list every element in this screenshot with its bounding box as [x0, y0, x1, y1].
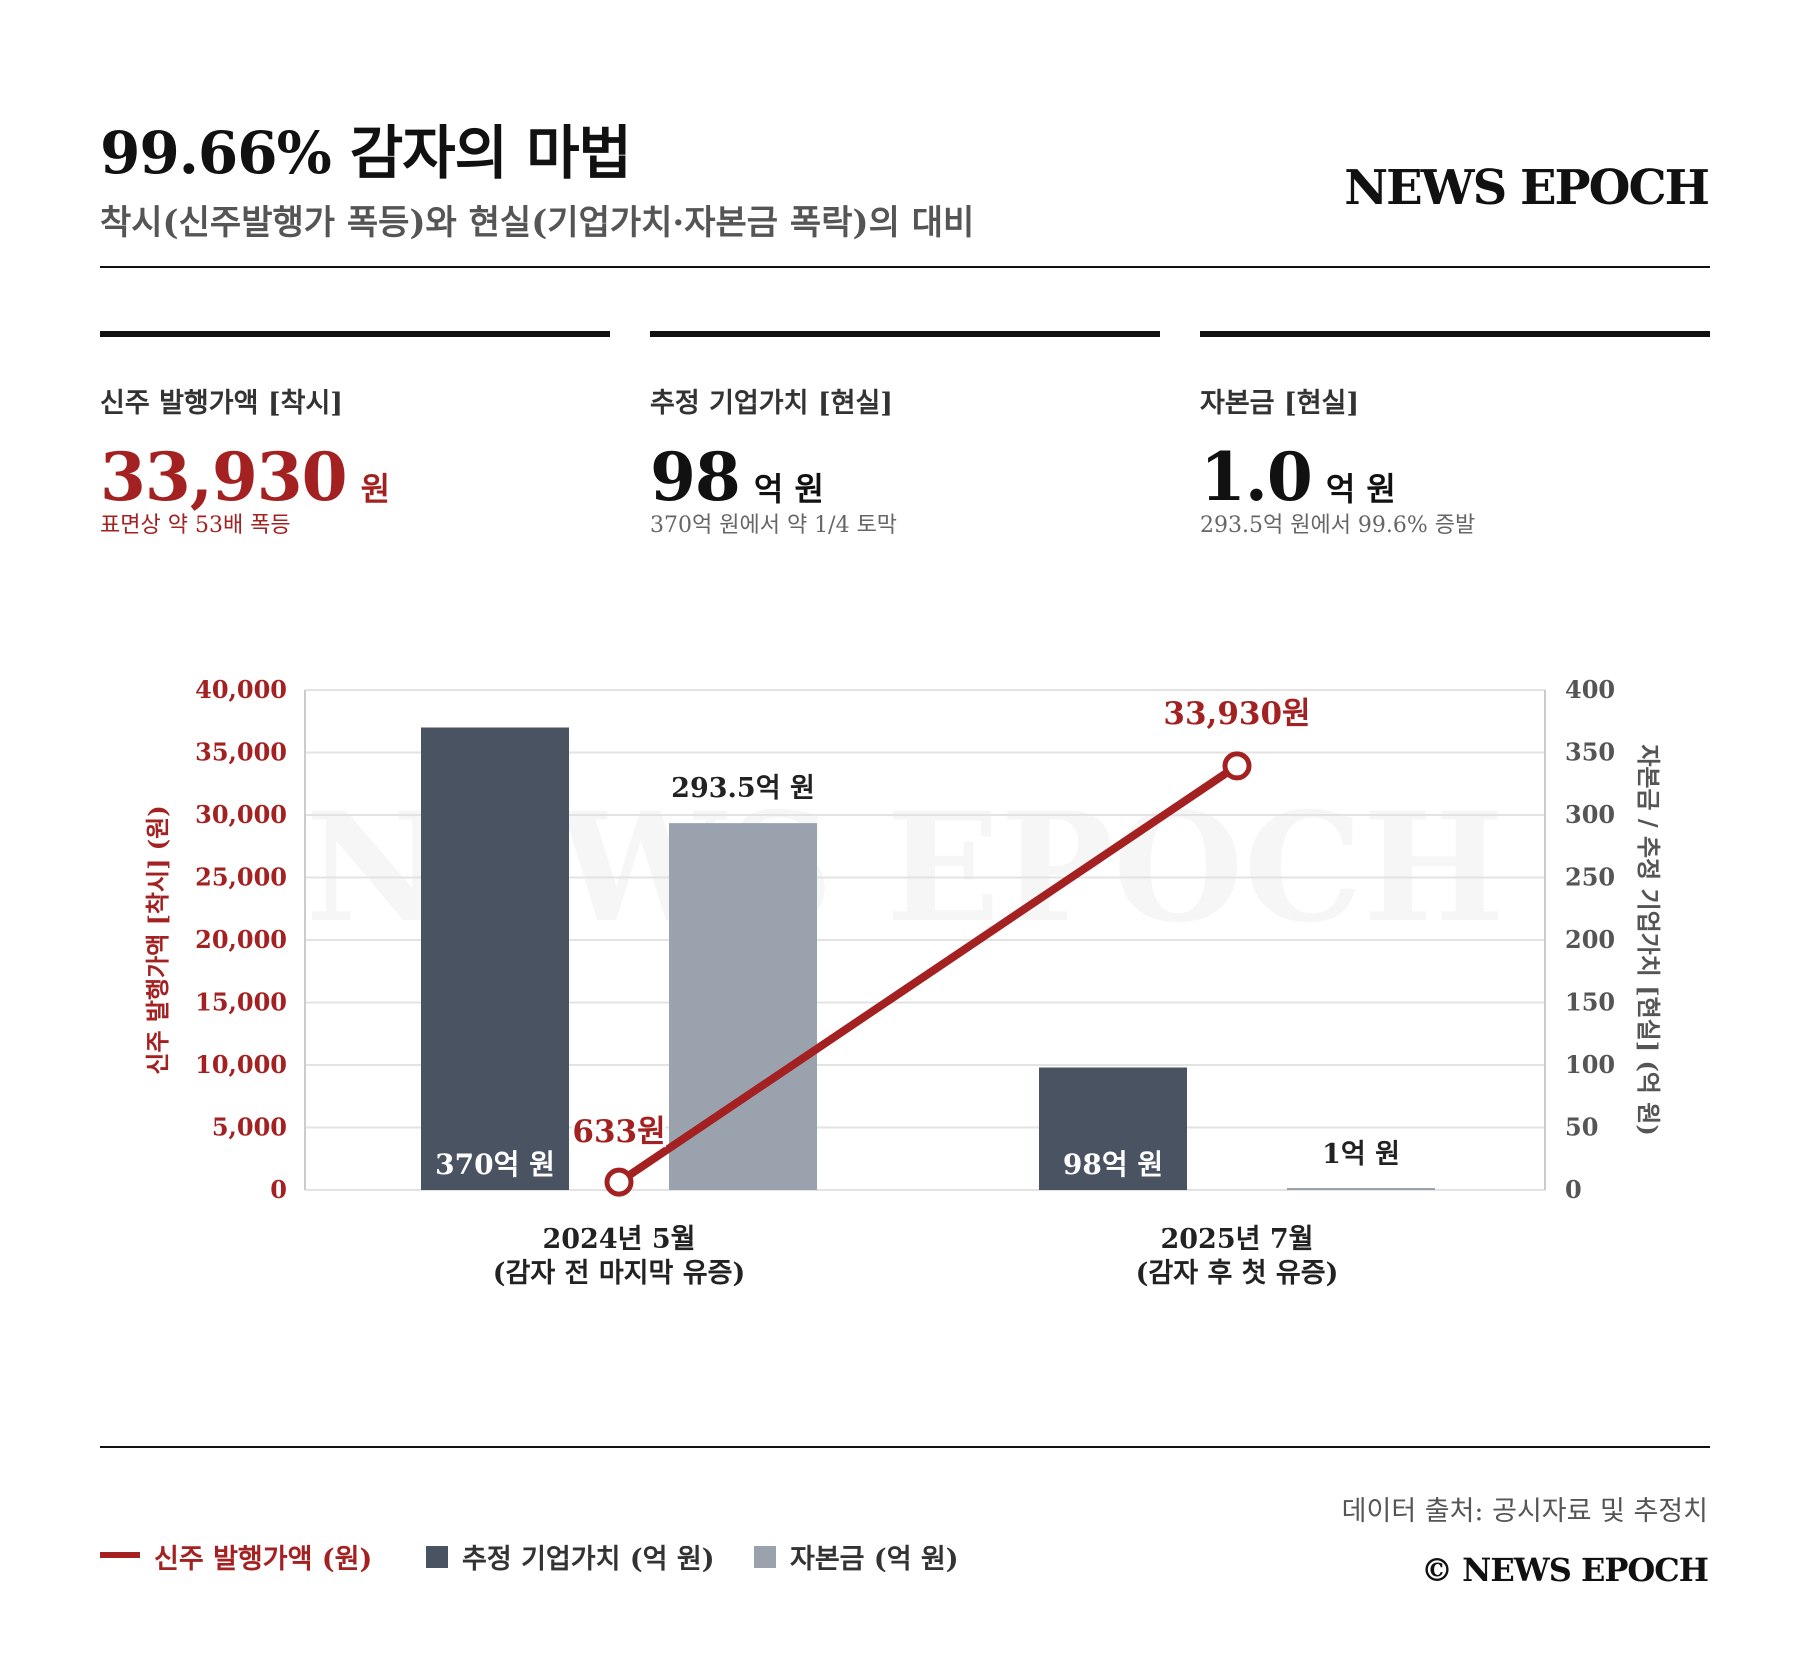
bar-value-label: 98억 원: [1063, 1148, 1163, 1181]
x-category-label: (감자 후 첫 유증): [1136, 1258, 1339, 1289]
y-right-tick-label: 350: [1565, 738, 1615, 767]
kpi-number: 33,930: [100, 438, 348, 516]
line-point-label: 33,930원: [1163, 696, 1310, 732]
issue-price-point: [604, 1167, 634, 1197]
kpi-value-valuation: 98 억 원: [650, 444, 824, 510]
header-divider: [100, 266, 1710, 268]
footer-divider: [100, 1446, 1710, 1448]
kpi-label-valuation: 추정 기업가치 [현실]: [650, 388, 894, 419]
y-left-tick-label: 20,000: [195, 925, 287, 954]
kpi-rule-3: [1200, 331, 1710, 337]
kpi-rule-2: [650, 331, 1160, 337]
y-right-tick-label: 50: [1565, 1113, 1598, 1142]
legend-dark-swatch: [426, 1546, 448, 1568]
y-right-tick-label: 250: [1565, 863, 1615, 892]
legend-item-capital: 자본금 (억 원): [754, 1546, 959, 1573]
kpi-number: 98: [650, 438, 741, 516]
x-category-label: 2024년 5월: [542, 1224, 695, 1255]
y-right-tick-label: 300: [1565, 800, 1615, 829]
y-left-tick-label: 30,000: [195, 800, 287, 829]
kpi-unit: 억 원: [753, 470, 824, 508]
capital-bar: [1287, 1188, 1435, 1190]
copyright: © NEWS EPOCH: [1421, 1551, 1709, 1589]
y-left-tick-label: 10,000: [195, 1050, 287, 1079]
page-subtitle: 착시(신주발행가 폭등)와 현실(기업가치·자본금 폭락)의 대비: [100, 203, 975, 243]
kpi-value-capital: 1.0 억 원: [1200, 444, 1396, 510]
bar-value-label: 1억 원: [1322, 1139, 1400, 1170]
line-point-label: 633원: [572, 1114, 665, 1150]
issue-price-line: [615, 761, 1241, 1187]
y-right-tick-label: 0: [1565, 1175, 1582, 1204]
y-left-tick-label: 0: [270, 1175, 287, 1204]
y-right-tick-label: 200: [1565, 925, 1615, 954]
legend-item-valuation: 추정 기업가치 (억 원): [426, 1546, 714, 1573]
bar-value-label: 370억 원: [435, 1148, 555, 1181]
kpi-unit: 억 원: [1325, 470, 1396, 508]
kpi-label-capital: 자본금 [현실]: [1200, 388, 1360, 419]
kpi-rule-1: [100, 331, 610, 337]
y-right-tick-label: 400: [1565, 675, 1615, 704]
issue-price-point: [1222, 751, 1252, 781]
y-left-tick-label: 25,000: [195, 863, 287, 892]
valuation-bar: [421, 727, 569, 1190]
y-left-tick-label: 15,000: [195, 988, 287, 1017]
kpi-note-issue-price: 표면상 약 53배 폭등: [100, 513, 291, 538]
kpi-label-issue-price: 신주 발행가액 [착시]: [100, 388, 344, 419]
kpi-unit: 원: [360, 470, 391, 508]
legend-line-swatch: [100, 1552, 140, 1558]
y-right-tick-label: 100: [1565, 1050, 1615, 1079]
y-left-tick-label: 40,000: [195, 675, 287, 704]
bar-value-label: 293.5억 원: [671, 773, 815, 804]
legend-label: 추정 기업가치 (억 원): [462, 1544, 715, 1575]
data-source: 데이터 출처: 공시자료 및 추정치: [1341, 1496, 1708, 1527]
brand-logo: NEWS EPOCH: [1344, 160, 1710, 216]
kpi-note-valuation: 370억 원에서 약 1/4 토막: [650, 513, 898, 538]
kpi-value-issue-price: 33,930 원: [100, 444, 390, 510]
y-right-tick-label: 150: [1565, 988, 1615, 1017]
kpi-note-capital: 293.5억 원에서 99.6% 증발: [1200, 513, 1476, 538]
legend-light-swatch: [754, 1546, 776, 1568]
y-left-axis-title: 신주 발행가액 [착시] (원): [143, 805, 172, 1074]
y-left-tick-label: 35,000: [195, 738, 287, 767]
x-category-label: 2025년 7월: [1160, 1224, 1313, 1255]
legend-item-issue-price: 신주 발행가액 (원): [100, 1546, 372, 1573]
y-left-tick-label: 5,000: [212, 1113, 287, 1142]
legend-label: 신주 발행가액 (원): [154, 1544, 373, 1575]
page-title: 99.66% 감자의 마법: [100, 119, 632, 187]
x-category-label: (감자 전 마지막 유증): [493, 1258, 745, 1289]
legend-label: 자본금 (억 원): [790, 1544, 959, 1575]
y-right-axis-title: 자본금 / 추정 기업가치 [현실] (억 원): [1634, 744, 1663, 1135]
valuation-bar: [1039, 1067, 1187, 1190]
kpi-number: 1.0: [1200, 438, 1313, 516]
